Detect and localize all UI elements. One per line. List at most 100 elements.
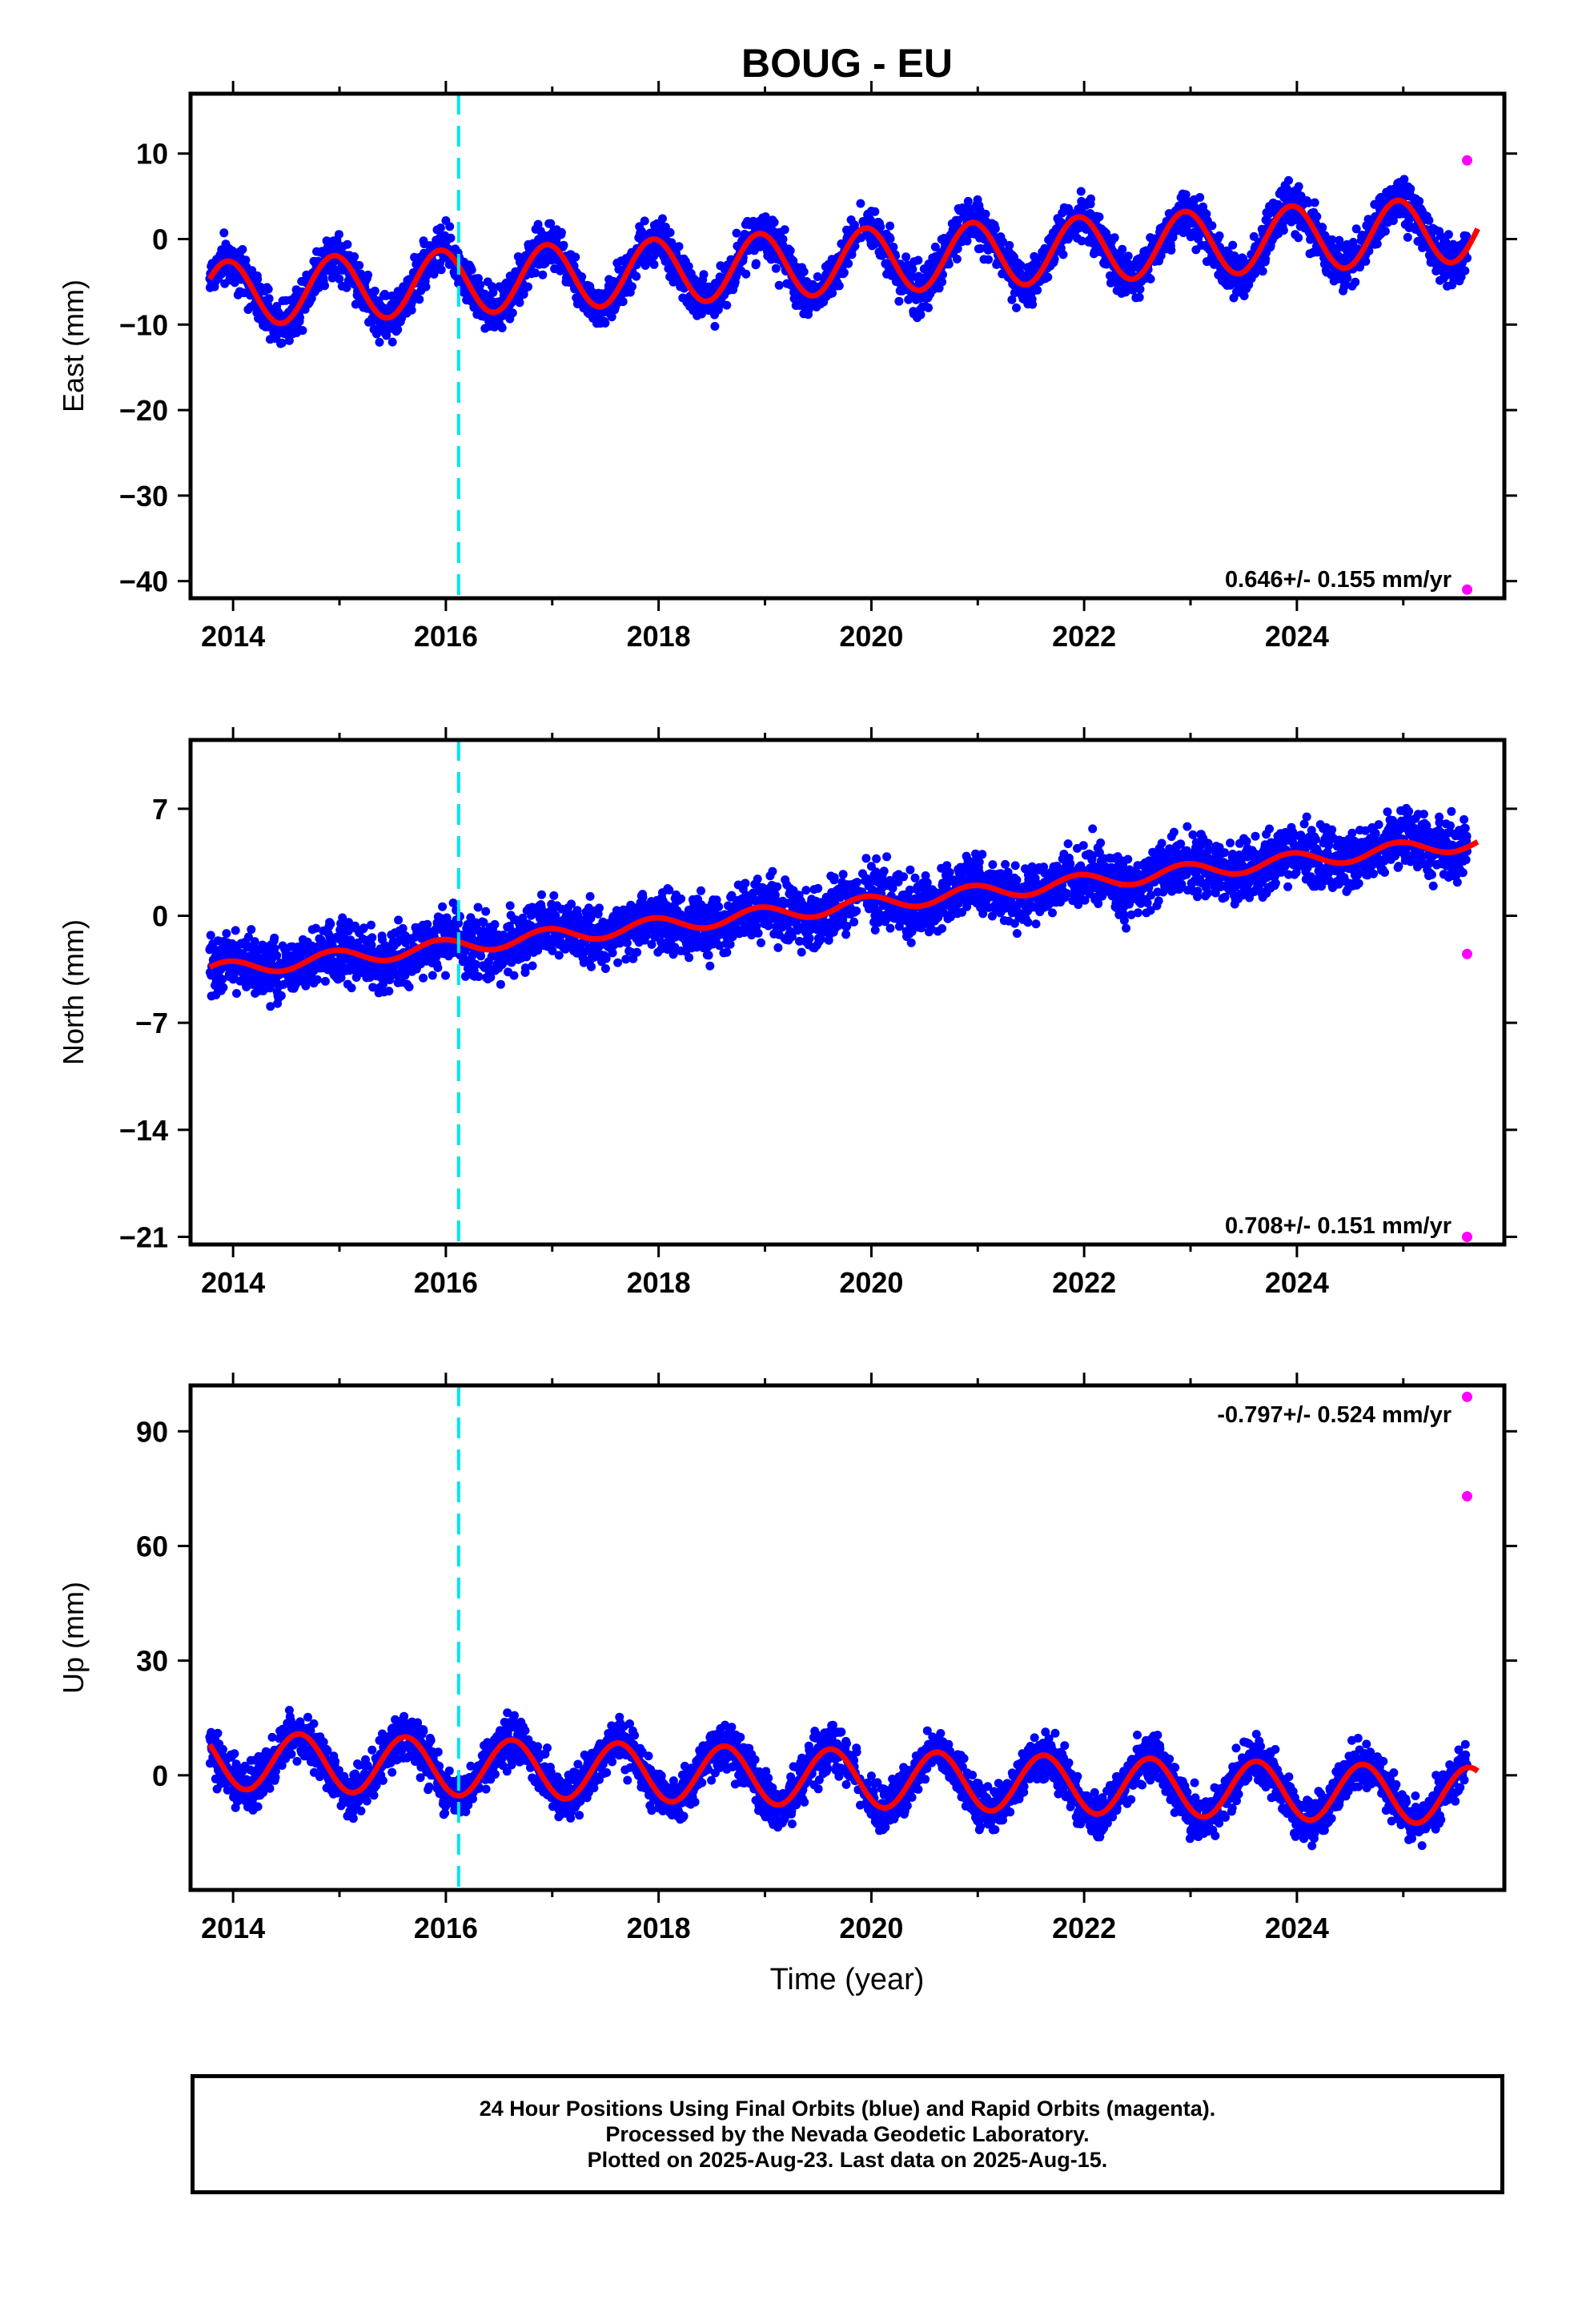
data-point [632, 271, 641, 281]
data-point [307, 294, 316, 304]
data-point [528, 961, 537, 971]
data-point [885, 234, 895, 243]
data-point [930, 242, 940, 251]
data-point [585, 891, 595, 901]
data-point [206, 931, 215, 940]
data-point [496, 979, 505, 989]
data-point [355, 260, 364, 270]
data-point [677, 894, 686, 903]
data-point [1077, 236, 1086, 246]
data-point [577, 272, 587, 282]
data-point [367, 933, 377, 943]
data-point [1123, 251, 1133, 261]
data-point [276, 991, 286, 1000]
data-point [952, 255, 962, 263]
y-tick-label: −40 [119, 565, 168, 598]
data-point [277, 338, 287, 348]
data-point [885, 221, 895, 231]
data-point [546, 219, 556, 228]
data-point [387, 292, 396, 300]
data-point [509, 971, 519, 980]
data-point [320, 281, 329, 291]
data-point [250, 937, 259, 947]
data-point [894, 296, 904, 306]
data-point [415, 295, 424, 304]
figure-title: BOUG - EU [741, 41, 953, 86]
x-ticks [231, 81, 1405, 611]
data-point [608, 948, 617, 958]
data-point [505, 901, 515, 911]
data-point [1007, 295, 1017, 304]
data-point [684, 262, 693, 271]
data-point [913, 255, 923, 265]
data-point [421, 282, 431, 292]
data-point [1258, 267, 1267, 276]
data-point [538, 270, 548, 279]
data-point [774, 280, 784, 290]
data-point [1228, 240, 1238, 250]
data-point [222, 929, 231, 939]
data-point [658, 214, 667, 223]
data-point [247, 925, 256, 935]
data-point [393, 325, 403, 335]
data-point [342, 283, 351, 292]
data-point [856, 199, 865, 208]
data-point [219, 983, 228, 992]
data-point [356, 269, 366, 279]
data-point [1202, 209, 1211, 219]
plot-area [205, 740, 1480, 1244]
data-point [870, 207, 880, 216]
rapid-orbit-point [1462, 155, 1472, 166]
data-point [253, 275, 263, 284]
y-tick-label: 10 [136, 138, 168, 171]
data-point [938, 277, 947, 287]
data-point [531, 268, 540, 278]
x-tick-label: 2018 [627, 620, 691, 653]
data-point [1249, 231, 1259, 241]
rapid-orbit-point [1462, 584, 1472, 595]
panels: 2014 2016 2018 2020 2022 2024100−10−20−30−40E… [57, 81, 1517, 1944]
data-point [839, 268, 849, 277]
data-point [1239, 292, 1249, 300]
data-point [394, 915, 404, 925]
data-point [407, 305, 416, 315]
data-point [467, 265, 476, 275]
data-point [270, 933, 279, 943]
data-point [1294, 182, 1303, 191]
data-point [649, 259, 659, 269]
data-point [944, 259, 954, 269]
data-point [284, 336, 294, 345]
y-tick-label: −10 [119, 308, 168, 341]
data-point [1294, 233, 1303, 243]
data-point [640, 216, 649, 226]
data-point [1312, 211, 1322, 221]
data-point [1181, 190, 1191, 199]
data-point [320, 976, 330, 986]
data-point [953, 244, 962, 254]
data-point [231, 926, 240, 935]
data-point [618, 297, 628, 307]
data-point [1028, 300, 1038, 309]
data-point [1415, 196, 1424, 206]
data-point [1135, 284, 1145, 294]
data-point [326, 919, 335, 929]
data-point [613, 958, 623, 967]
data-point [1424, 215, 1434, 225]
data-point [473, 903, 483, 912]
data-point [515, 298, 524, 308]
data-point [1058, 250, 1068, 259]
data-point [375, 337, 384, 347]
data-point [474, 972, 484, 981]
data-point [732, 228, 741, 238]
data-point [404, 982, 414, 991]
data-point [600, 964, 610, 973]
data-point [962, 236, 972, 246]
data-point [232, 989, 241, 998]
data-point [1094, 212, 1104, 222]
data-point [1195, 193, 1205, 202]
data-point [1005, 240, 1014, 250]
data-point [834, 281, 844, 291]
data-point [298, 326, 307, 336]
data-point [1284, 175, 1293, 185]
